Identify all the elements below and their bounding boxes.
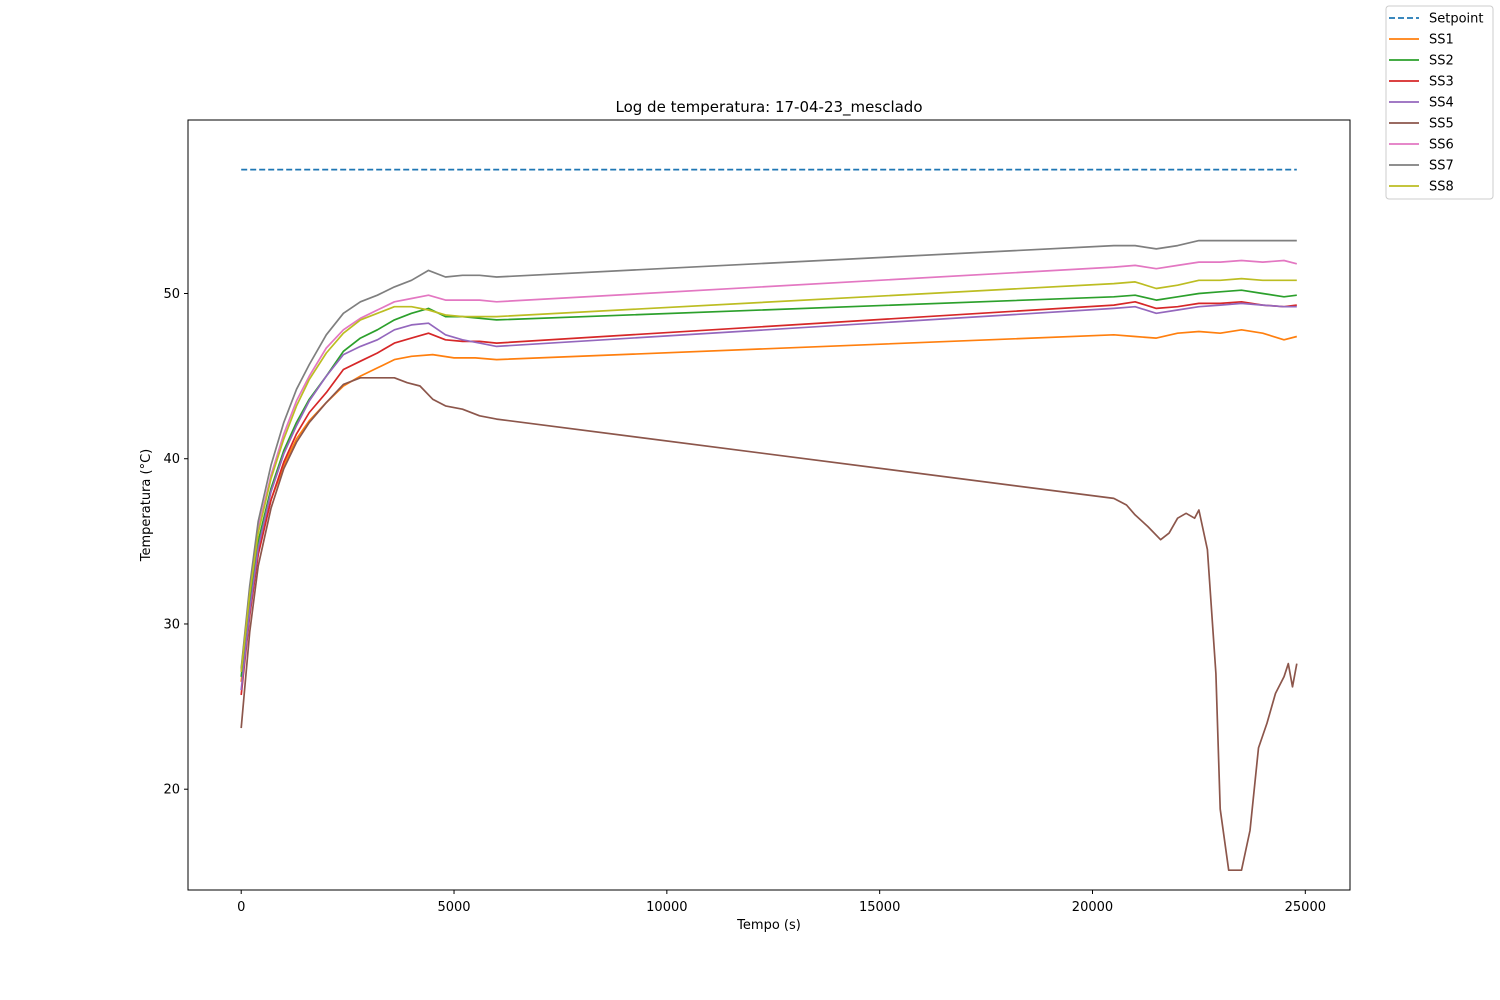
series-line-ss8 — [240, 277, 1297, 672]
series-line-ss3 — [240, 300, 1297, 696]
y-tick-label: 20 — [163, 783, 180, 798]
series-line-ss4 — [240, 302, 1297, 691]
chart-title: Log de temperatura: 17-04-23_mesclado — [615, 98, 922, 117]
legend-label-ss1: SS1 — [1429, 33, 1454, 48]
series-line-ss6 — [240, 259, 1298, 671]
legend-label-ss3: SS3 — [1429, 75, 1454, 90]
x-tick-label: 20000 — [1072, 900, 1113, 915]
legend-label-ss8: SS8 — [1429, 180, 1454, 195]
series-line-ss1 — [240, 328, 1298, 682]
plot-area-frame — [187, 119, 1351, 891]
x-tick-label: 15000 — [859, 900, 900, 915]
legend-label-ss4: SS4 — [1429, 96, 1454, 111]
x-tick-label: 5000 — [437, 900, 470, 915]
series-line-ss5 — [240, 376, 1298, 872]
legend-label-ss7: SS7 — [1429, 159, 1454, 174]
x-axis-label: Tempo (s) — [736, 918, 801, 933]
y-axis-label: Temperatura (°C) — [139, 449, 154, 562]
y-tick-label: 50 — [163, 287, 180, 302]
x-tick-label: 10000 — [646, 900, 687, 915]
legend-label-ss2: SS2 — [1429, 54, 1454, 69]
legend-label-ss6: SS6 — [1429, 138, 1454, 153]
series-layer — [240, 168, 1298, 872]
y-tick-label: 40 — [163, 452, 180, 467]
legend-label-ss5: SS5 — [1429, 117, 1454, 132]
legend-box — [1385, 5, 1494, 200]
legend-label-setpoint: Setpoint — [1429, 12, 1484, 27]
axis-ticks: 0 5000 10000 15000 20000 25000 20 30 40 50 — [163, 287, 1326, 915]
x-tick-label: 0 — [237, 900, 245, 915]
series-line-ss7 — [240, 239, 1297, 669]
legend: Setpoint SS1 SS2 SS3 SS4 SS5 SS6 SS7 SS8 — [1385, 5, 1494, 200]
x-tick-label: 25000 — [1285, 900, 1326, 915]
y-tick-label: 30 — [163, 617, 180, 632]
